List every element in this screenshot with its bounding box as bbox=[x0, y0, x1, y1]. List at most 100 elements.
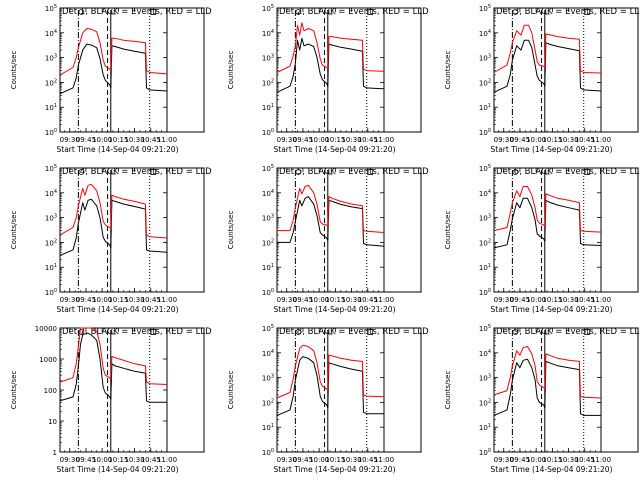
chart-title: Det 9, BLACK = Events, RED = LLD bbox=[496, 327, 640, 337]
marker-symbol-square bbox=[367, 9, 374, 15]
y-tick-label: 105 bbox=[45, 164, 57, 173]
x-tick-label: 10:00 bbox=[526, 296, 546, 304]
series-line-lld-red bbox=[276, 22, 385, 73]
y-tick-label: 105 bbox=[45, 4, 57, 13]
y-tick-label: 102 bbox=[479, 398, 491, 407]
y-axis-label: Counts/sec bbox=[444, 51, 452, 90]
y-tick-label: 105 bbox=[262, 4, 274, 13]
y-tick-label: 102 bbox=[45, 238, 57, 247]
x-tick-label: 09:45 bbox=[76, 296, 96, 304]
y-tick-label: 103 bbox=[479, 374, 491, 383]
y-tick-label: 104 bbox=[262, 189, 274, 198]
y-tick-label: 103 bbox=[262, 214, 274, 223]
x-tick-label: 10:15 bbox=[325, 456, 345, 464]
y-tick-label: 100 bbox=[45, 128, 57, 137]
y-tick-label: 104 bbox=[262, 29, 274, 38]
chart-panel-6: Det 6, BLACK = Events, RED = LLD Counts/s… bbox=[444, 164, 640, 314]
series-line-events-black bbox=[59, 332, 167, 403]
series-line-events-black bbox=[276, 37, 385, 93]
series-line-events-black bbox=[493, 358, 601, 416]
y-tick-label: 100 bbox=[479, 288, 491, 297]
series-line-lld-red bbox=[493, 24, 602, 74]
x-tick-label: 11:00 bbox=[157, 296, 177, 304]
x-tick-label: 10:15 bbox=[542, 136, 562, 144]
y-tick-label: 1000 bbox=[39, 356, 57, 364]
marker-symbol-circle bbox=[295, 329, 302, 335]
series-line-lld-red bbox=[59, 327, 168, 385]
marker-symbol-square bbox=[584, 169, 591, 175]
marker-symbol-square bbox=[150, 329, 157, 335]
marker-symbol-bracket bbox=[545, 329, 550, 335]
x-tick-label: 09:30 bbox=[494, 296, 514, 304]
chart-panel-9: Det 9, BLACK = Events, RED = LLD Counts/s… bbox=[444, 324, 640, 474]
x-tick-label: 10:15 bbox=[325, 136, 345, 144]
x-tick-label: 10:30 bbox=[341, 136, 361, 144]
x-tick-label: 10:15 bbox=[108, 136, 128, 144]
x-tick-label: 09:30 bbox=[277, 296, 297, 304]
x-axis-label: Start Time (14-Sep-04 09:21:20) bbox=[491, 305, 613, 314]
chart-panel-7: Det 7, BLACK = Events, RED = LLD Counts/s… bbox=[10, 325, 212, 474]
marker-symbol-circle bbox=[295, 9, 302, 15]
marker-symbol-bracket bbox=[545, 169, 550, 175]
marker-symbol-bracket bbox=[111, 329, 116, 335]
x-tick-label: 10:15 bbox=[542, 456, 562, 464]
side-frame bbox=[600, 167, 639, 293]
chart-title: Det 8, BLACK = Events, RED = LLD bbox=[279, 327, 429, 337]
marker-symbol-square bbox=[584, 329, 591, 335]
x-tick-label: 10:30 bbox=[341, 456, 361, 464]
chart-panel-4: Det 4, BLACK = Events, RED = LLD Counts/s… bbox=[10, 164, 212, 314]
series-line-lld-red bbox=[493, 346, 602, 399]
series-line-lld-red bbox=[59, 27, 168, 76]
side-frame bbox=[383, 327, 422, 453]
x-tick-label: 10:30 bbox=[558, 296, 578, 304]
y-axis-label: Counts/sec bbox=[10, 211, 18, 250]
side-frame bbox=[166, 167, 205, 293]
series-line-lld-red bbox=[493, 186, 602, 233]
y-tick-label: 103 bbox=[262, 374, 274, 383]
chart-panel-1: Det 1, BLACK = Events, RED = LLD Counts/s… bbox=[10, 4, 212, 154]
series-line-lld-red bbox=[59, 183, 168, 239]
x-tick-label: 10:45 bbox=[358, 456, 378, 464]
chart-title: Det 7, BLACK = Events, RED = LLD bbox=[62, 327, 212, 337]
x-tick-label: 10:15 bbox=[542, 296, 562, 304]
series-line-events-black bbox=[59, 43, 168, 95]
x-tick-label: 10:30 bbox=[558, 136, 578, 144]
plot-frame bbox=[59, 327, 168, 453]
y-tick-label: 101 bbox=[45, 263, 57, 272]
x-tick-label: 10:15 bbox=[108, 456, 128, 464]
x-tick-label: 10:15 bbox=[108, 296, 128, 304]
chart-panel-3: Det 3, BLACK = Events, RED = LLD Counts/s… bbox=[444, 4, 640, 154]
plot-frame bbox=[493, 327, 602, 453]
y-tick-label: 102 bbox=[479, 78, 491, 87]
x-axis-label: Start Time (14-Sep-04 09:21:20) bbox=[274, 305, 396, 314]
x-tick-label: 09:45 bbox=[76, 136, 96, 144]
x-tick-label: 10:30 bbox=[124, 136, 144, 144]
x-tick-label: 11:00 bbox=[591, 136, 611, 144]
chart-panel-5: Det 5, BLACK = Events, RED = LLD Counts/s… bbox=[227, 164, 429, 314]
chart-title: Det 5, BLACK = Events, RED = LLD bbox=[279, 167, 429, 177]
chart-title: Det 1, BLACK = Events, RED = LLD bbox=[62, 7, 212, 17]
y-tick-label: 102 bbox=[262, 398, 274, 407]
y-axis-label: Counts/sec bbox=[444, 211, 452, 250]
y-tick-label: 103 bbox=[479, 214, 491, 223]
y-tick-label: 105 bbox=[479, 4, 491, 13]
y-tick-label: 10 bbox=[48, 418, 57, 426]
x-tick-label: 10:45 bbox=[358, 136, 378, 144]
x-tick-label: 09:30 bbox=[494, 456, 514, 464]
y-tick-label: 101 bbox=[45, 103, 57, 112]
series-line-events-black bbox=[493, 39, 602, 93]
plot-frame bbox=[276, 167, 385, 293]
x-tick-label: 11:00 bbox=[157, 456, 177, 464]
y-tick-label: 105 bbox=[479, 164, 491, 173]
x-tick-label: 10:30 bbox=[124, 456, 144, 464]
marker-symbol-circle bbox=[512, 169, 519, 175]
y-tick-label: 1 bbox=[53, 449, 57, 457]
plot-frame bbox=[493, 7, 602, 133]
y-tick-label: 105 bbox=[262, 164, 274, 173]
y-tick-label: 101 bbox=[479, 423, 491, 432]
y-tick-label: 100 bbox=[262, 288, 274, 297]
y-tick-label: 105 bbox=[262, 324, 274, 333]
x-tick-label: 09:45 bbox=[510, 456, 530, 464]
y-tick-label: 102 bbox=[45, 78, 57, 87]
x-tick-label: 10:45 bbox=[141, 136, 161, 144]
